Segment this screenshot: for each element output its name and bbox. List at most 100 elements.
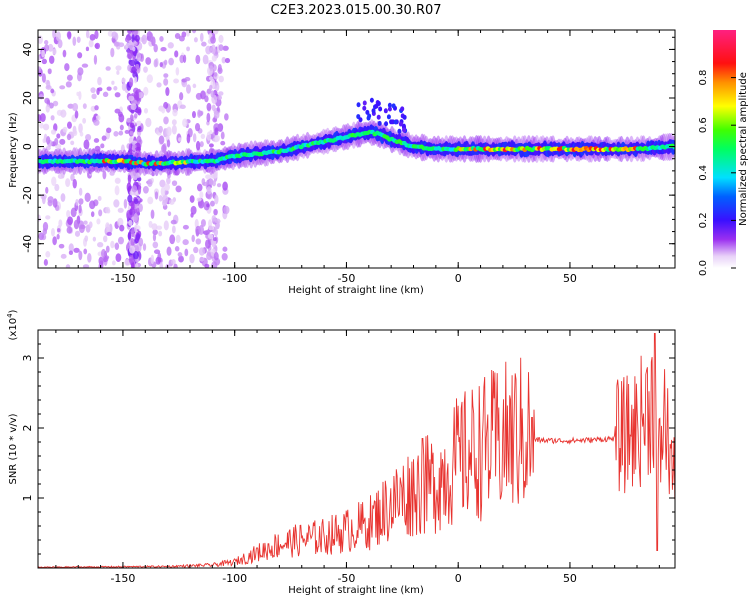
heatmap-noise-cell [76, 91, 80, 97]
heatmap-noise-cell [75, 199, 79, 206]
heatmap-noise-cell [102, 91, 109, 97]
heatmap-panel: -150 -100 -50 0 50 -40 -20 0 20 40 Height of str… [8, 29, 676, 296]
heatmap-noise-cell [93, 54, 98, 65]
heatmap-noise-cell [173, 263, 178, 268]
heatmap-spur-cell [387, 106, 392, 112]
heatmap-noise-cell [150, 254, 155, 265]
colorbar-ticks: 0.0 0.2 0.4 0.6 0.8 [698, 70, 736, 276]
heatmap-spur-cell [378, 106, 383, 112]
heatmap-noise-cell [133, 76, 138, 84]
heatmap-noise-cell [186, 133, 191, 144]
heatmap-noise-cell [66, 209, 71, 218]
snr-x-axis: -150 -100 -50 0 50 [55, 330, 660, 585]
colorbar-tick-label: 0.4 [698, 165, 709, 181]
heatmap-noise-cell [136, 51, 141, 62]
heatmap-noise-cell [191, 110, 196, 119]
heatmap-noise-cell [85, 30, 90, 39]
heatmap-noise-cell [78, 123, 83, 134]
heatmap-noise-cell [68, 250, 74, 255]
heatmap-noise-cell [83, 139, 90, 150]
heatmap-spur-cell [376, 114, 381, 120]
heatmap-noise-cell [38, 55, 41, 61]
heatmap-noise-cell [173, 78, 179, 84]
heatmap-noise-cell [121, 77, 126, 83]
y-tick-label: -40 [21, 235, 34, 253]
heatmap-noise-cell [67, 216, 73, 225]
heatmap-noise-cell [222, 246, 228, 252]
heatmap-noise-cell [208, 178, 214, 186]
heatmap-noise-cell [182, 54, 187, 63]
heatmap-noise-cell [198, 225, 205, 236]
heatmap-noise-cell [206, 186, 212, 195]
heatmap-noise-cell [172, 109, 178, 117]
heatmap-noise-cell [184, 76, 191, 82]
heatmap-spur-cell [387, 102, 392, 108]
heatmap-noise-cell [151, 223, 158, 231]
heatmap-noise-cell [163, 101, 169, 109]
heatmap-noise-cell [182, 118, 188, 128]
heatmap-noise-cell [110, 240, 115, 249]
heatmap-noise-cell [100, 248, 107, 258]
heatmap-noise-cell [73, 247, 80, 253]
heatmap-noise-cell [59, 138, 66, 145]
heatmap-noise-cell [117, 236, 125, 245]
heatmap-noise-cell [186, 84, 191, 94]
heatmap-noise-cell [111, 80, 115, 85]
heatmap-noise-cell [130, 238, 135, 246]
heatmap-noise-cell [96, 218, 101, 225]
heatmap-noise-cell [142, 243, 147, 251]
colorbar-tick-label: 0.2 [698, 212, 709, 228]
heatmap-noise-cell [105, 245, 110, 253]
heatmap-noise-cell [193, 37, 198, 43]
snr-y-exponent-base: (x10 [8, 318, 19, 341]
heatmap-noise-cell [115, 253, 122, 263]
heatmap-noise-cell [217, 95, 222, 101]
heatmap-noise-cell [89, 34, 96, 41]
heatmap-noise-cell [42, 138, 46, 144]
heatmap-noise-cell [158, 135, 165, 145]
heatmap-noise-cell [60, 109, 67, 118]
heatmap-noise-cell [143, 86, 149, 96]
heatmap-noise-cell [70, 173, 75, 182]
heatmap-noise-cell [131, 144, 137, 149]
heatmap-noise-cell [41, 58, 47, 65]
heatmap-spur-cell [386, 114, 391, 120]
heatmap-marks [38, 30, 675, 268]
heatmap-noise-cell [168, 57, 175, 66]
heatmap-noise-cell [57, 228, 61, 233]
heatmap-noise-cell [148, 32, 154, 42]
heatmap-noise-cell [78, 204, 82, 214]
heatmap-noise-cell [42, 228, 48, 235]
heatmap-noise-cell [224, 58, 231, 64]
heatmap-noise-cell [202, 181, 208, 187]
heatmap-noise-cell [92, 236, 97, 242]
heatmap-noise-cell [196, 197, 202, 202]
heatmap-noise-cell [220, 140, 226, 146]
heatmap-noise-cell [133, 198, 139, 205]
heatmap-noise-cell [72, 102, 79, 112]
heatmap-noise-cell [166, 126, 172, 137]
heatmap-noise-cell [106, 231, 112, 236]
heatmap-noise-cell [85, 46, 90, 52]
heatmap-noise-cell [96, 87, 100, 96]
heatmap-noise-cell [111, 260, 116, 266]
heatmap-noise-cell [77, 67, 84, 76]
heatmap-noise-cell [191, 234, 195, 243]
x-tick-label: 0 [455, 272, 462, 285]
heatmap-noise-cell [130, 114, 134, 121]
heatmap-spur-cell [371, 108, 376, 114]
heatmap-noise-cell [73, 219, 80, 230]
heatmap-noise-cell [62, 126, 68, 133]
heatmap-noise-cell [128, 255, 134, 264]
heatmap-noise-cell [128, 219, 133, 226]
heatmap-noise-cell [66, 133, 72, 141]
heatmap-noise-cell [147, 178, 153, 187]
heatmap-noise-cell [72, 129, 78, 137]
heatmap-noise-cell [195, 238, 202, 245]
heatmap-noise-cell [114, 32, 119, 41]
heatmap-noise-cell [93, 138, 100, 143]
heatmap-noise-cell [179, 54, 185, 64]
chart-title: C2E3.2023.015.00.30.R07 [270, 3, 441, 18]
x-tick-label: -100 [222, 272, 247, 285]
heatmap-noise-cell [113, 41, 120, 47]
